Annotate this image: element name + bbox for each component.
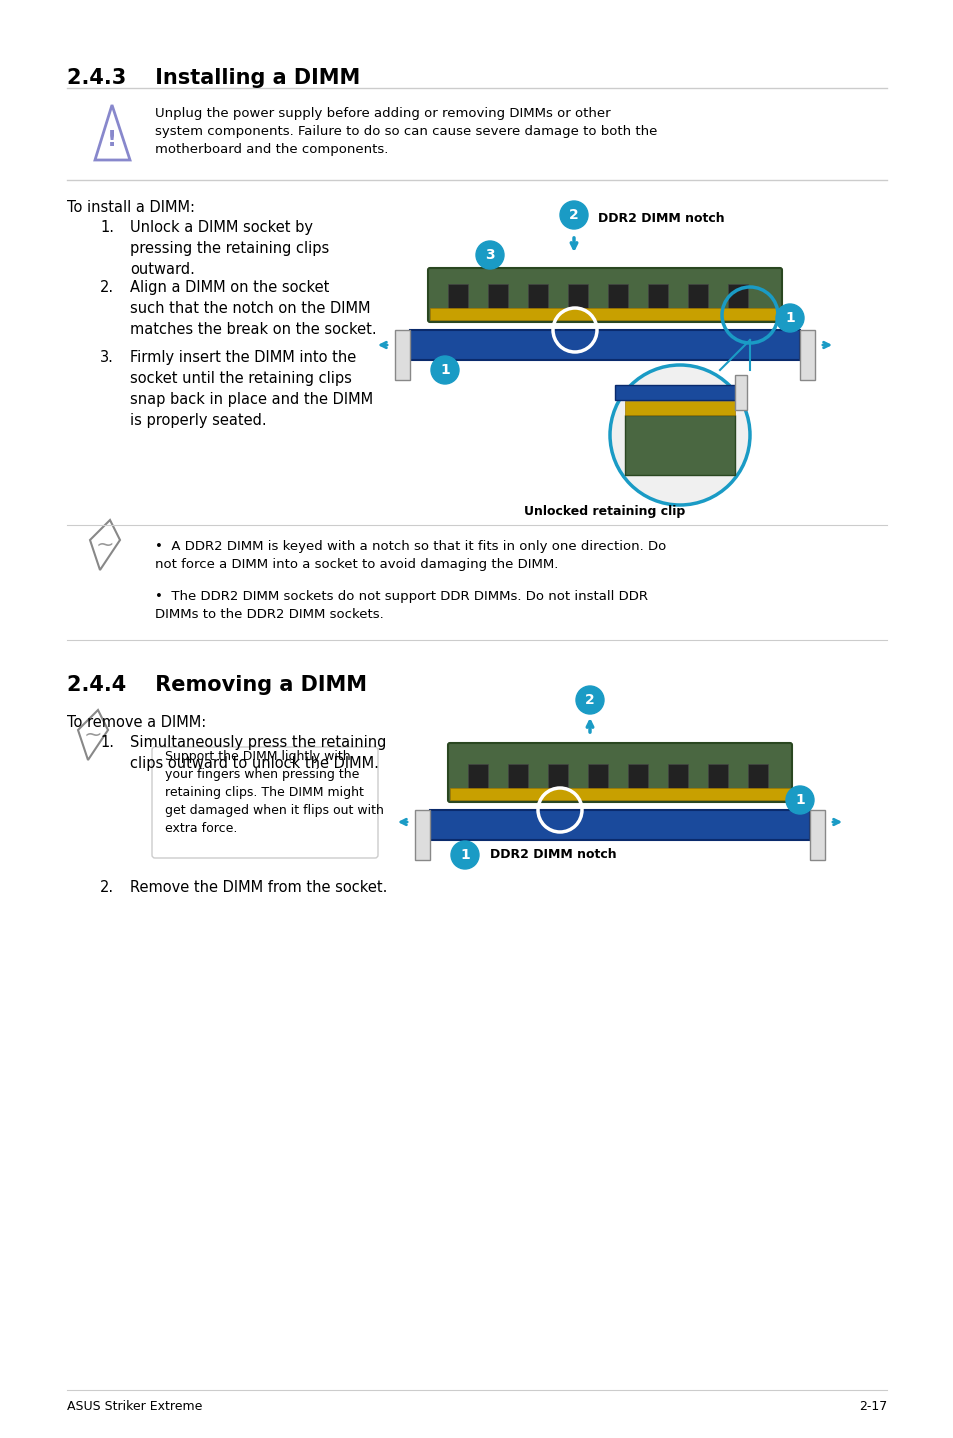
Text: •  A DDR2 DIMM is keyed with a notch so that it fits in only one direction. Do
n: • A DDR2 DIMM is keyed with a notch so t… (154, 541, 665, 571)
Bar (624, 416, 734, 475)
Text: 2-17: 2-17 (858, 1401, 886, 1414)
Text: 2: 2 (569, 209, 578, 221)
Text: ~: ~ (95, 535, 114, 555)
Bar (747, 764, 767, 792)
FancyBboxPatch shape (428, 267, 781, 322)
Text: 2.4.3    Installing a DIMM: 2.4.3 Installing a DIMM (67, 68, 360, 88)
Bar (488, 283, 507, 312)
Text: To remove a DIMM:: To remove a DIMM: (67, 715, 206, 731)
Bar (800, 329, 814, 380)
Text: 2.4.4    Removing a DIMM: 2.4.4 Removing a DIMM (67, 674, 367, 695)
Circle shape (576, 686, 603, 715)
Bar (734, 375, 746, 410)
Text: 2.: 2. (100, 280, 114, 295)
Bar (687, 283, 707, 312)
Bar (410, 329, 800, 360)
Bar (627, 764, 647, 792)
Circle shape (451, 841, 478, 869)
Circle shape (476, 242, 503, 269)
Bar (468, 764, 488, 792)
FancyBboxPatch shape (152, 746, 377, 858)
Bar (527, 283, 547, 312)
Text: Remove the DIMM from the socket.: Remove the DIMM from the socket. (130, 880, 387, 894)
Text: 1: 1 (794, 792, 804, 807)
Text: DDR2 DIMM notch: DDR2 DIMM notch (490, 848, 616, 861)
Text: 1.: 1. (100, 220, 113, 234)
FancyBboxPatch shape (448, 743, 791, 802)
Bar (430, 810, 809, 840)
Bar (448, 283, 468, 312)
Text: 3: 3 (485, 247, 495, 262)
Text: 2: 2 (584, 693, 595, 707)
Text: To install a DIMM:: To install a DIMM: (67, 200, 194, 216)
Text: DDR2 DIMM notch: DDR2 DIMM notch (598, 211, 724, 224)
Circle shape (431, 357, 458, 384)
Bar (567, 283, 587, 312)
Bar (624, 401, 734, 416)
Circle shape (775, 303, 803, 332)
Text: 1.: 1. (100, 735, 113, 751)
Text: Unlock a DIMM socket by
pressing the retaining clips
outward.: Unlock a DIMM socket by pressing the ret… (130, 220, 329, 278)
Text: !: ! (107, 129, 117, 150)
Bar (395, 329, 410, 380)
Bar (647, 283, 667, 312)
Bar (507, 764, 527, 792)
Circle shape (785, 787, 813, 814)
Bar (450, 788, 789, 800)
Bar (547, 764, 567, 792)
Text: 1: 1 (439, 362, 450, 377)
Text: ~: ~ (84, 725, 102, 745)
Text: Firmly insert the DIMM into the
socket until the retaining clips
snap back in pl: Firmly insert the DIMM into the socket u… (130, 349, 373, 429)
Text: •  The DDR2 DIMM sockets do not support DDR DIMMs. Do not install DDR
DIMMs to t: • The DDR2 DIMM sockets do not support D… (154, 590, 647, 621)
Text: Simultaneously press the retaining
clips outward to unlock the DIMM.: Simultaneously press the retaining clips… (130, 735, 386, 771)
Text: 1: 1 (784, 311, 794, 325)
Text: Support the DIMM lightly with
your fingers when pressing the
retaining clips. Th: Support the DIMM lightly with your finge… (165, 751, 383, 835)
Circle shape (609, 365, 749, 505)
Bar (667, 764, 687, 792)
Bar (587, 764, 607, 792)
Text: Align a DIMM on the socket
such that the notch on the DIMM
matches the break on : Align a DIMM on the socket such that the… (130, 280, 376, 336)
Bar (415, 810, 430, 860)
Text: Unplug the power supply before adding or removing DIMMs or other
system componen: Unplug the power supply before adding or… (154, 106, 657, 155)
Text: 1: 1 (459, 848, 470, 861)
Bar (727, 283, 747, 312)
Bar (707, 764, 727, 792)
Bar (607, 283, 627, 312)
Text: Unlocked retaining clip: Unlocked retaining clip (524, 505, 685, 518)
Bar (615, 385, 744, 400)
Circle shape (559, 201, 587, 229)
Bar (430, 308, 780, 321)
Text: 2.: 2. (100, 880, 114, 894)
Bar (809, 810, 824, 860)
Text: 3.: 3. (100, 349, 113, 365)
Text: ASUS Striker Extreme: ASUS Striker Extreme (67, 1401, 202, 1414)
